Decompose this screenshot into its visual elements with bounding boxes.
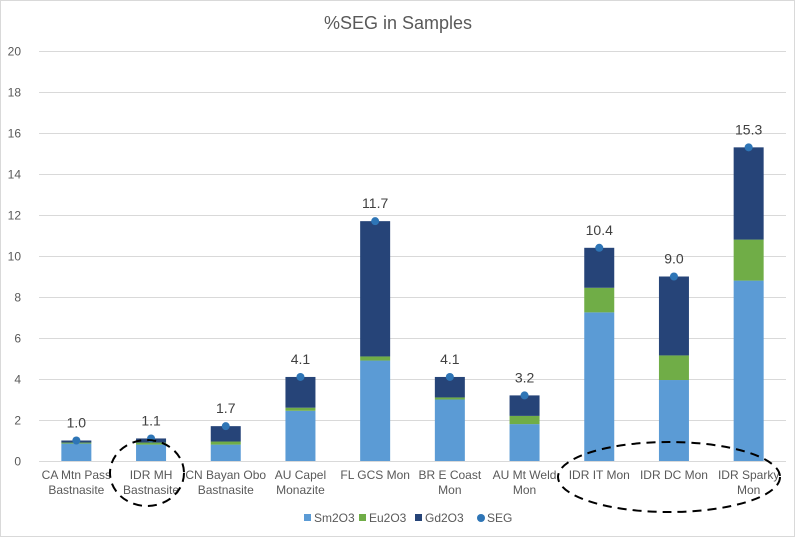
seg-marker <box>595 243 604 252</box>
y-tick-label: 4 <box>14 373 21 387</box>
bar-eu2o3 <box>360 356 391 361</box>
bar-sm2o3 <box>285 410 316 461</box>
bars <box>61 147 764 461</box>
chart-title: %SEG in Samples <box>324 13 472 33</box>
seg-marker <box>669 272 678 281</box>
y-tick-label: 14 <box>8 168 22 182</box>
annotations <box>109 439 781 513</box>
category-label: AU Capel <box>275 468 326 482</box>
data-label: 1.1 <box>141 412 161 428</box>
y-tick-label: 12 <box>8 209 22 223</box>
bar-eu2o3 <box>658 355 689 381</box>
category-label: FL GCS Mon <box>340 468 410 482</box>
bar-gd2o3 <box>733 147 764 240</box>
bar-gd2o3 <box>210 426 241 442</box>
y-tick-label: 8 <box>14 291 21 305</box>
y-tick-label: 18 <box>8 86 22 100</box>
legend: Sm2O3 Eu2O3 Gd2O3 SEG <box>304 511 512 525</box>
seg-marker <box>72 436 81 445</box>
gridlines <box>39 51 786 462</box>
bar-gd2o3 <box>509 395 540 416</box>
data-label: 4.1 <box>440 351 460 367</box>
category-label: AU Mt Weld <box>493 468 557 482</box>
category-label: CN Bayan Obo <box>185 468 266 482</box>
bar-gd2o3 <box>658 276 689 356</box>
category-label: IDR IT Mon <box>569 468 630 482</box>
bar-eu2o3 <box>584 287 615 313</box>
dashed-ellipse-idr-mh <box>109 439 185 507</box>
y-tick-label: 6 <box>14 332 21 346</box>
legend-swatch-seg <box>477 514 485 522</box>
data-label: 4.1 <box>291 351 311 367</box>
category-label: Bastnasite <box>123 483 179 497</box>
data-label: 15.3 <box>735 121 762 137</box>
y-tick-label: 10 <box>8 250 22 264</box>
data-labels: 1.0 1.1 1.7 4.1 11.7 4.1 3.2 10.4 9.0 15.3 <box>67 121 763 430</box>
data-label: 3.2 <box>515 369 535 385</box>
seg-marker <box>296 372 305 381</box>
bar-eu2o3 <box>210 441 241 445</box>
category-label: CA Mtn Pass <box>42 468 111 482</box>
legend-swatch-eu2o3 <box>359 514 366 521</box>
category-label: Monazite <box>276 483 325 497</box>
seg-markers <box>72 143 753 445</box>
bar-sm2o3 <box>136 444 167 461</box>
bar-gd2o3 <box>360 221 391 357</box>
y-axis-ticks: 0 2 4 6 8 10 12 14 16 18 20 <box>8 45 22 469</box>
category-label: Bastnasite <box>48 483 104 497</box>
legend-label: Eu2O3 <box>369 511 407 525</box>
data-label: 11.7 <box>362 195 388 211</box>
seg-marker <box>520 391 529 400</box>
y-tick-label: 16 <box>8 127 22 141</box>
legend-label: Gd2O3 <box>425 511 464 525</box>
legend-swatch-gd2o3 <box>415 514 422 521</box>
category-label: BR E Coast <box>418 468 481 482</box>
bar-eu2o3 <box>733 239 764 281</box>
bar-eu2o3 <box>285 407 316 411</box>
legend-swatch-sm2o3 <box>304 514 311 521</box>
y-tick-label: 0 <box>14 455 21 469</box>
data-label: 1.7 <box>216 400 236 416</box>
seg-marker <box>371 217 380 226</box>
category-label: Mon <box>513 483 536 497</box>
bar-sm2o3 <box>733 280 764 461</box>
legend-label: SEG <box>487 511 512 525</box>
category-label: IDR Sparky <box>718 468 779 482</box>
category-label: Mon <box>438 483 461 497</box>
bar-eu2o3 <box>136 442 167 445</box>
bar-eu2o3 <box>509 415 540 425</box>
legend-label: Sm2O3 <box>314 511 355 525</box>
bar-gd2o3 <box>285 376 316 408</box>
bar-sm2o3 <box>658 380 689 461</box>
y-tick-label: 2 <box>14 414 21 428</box>
bar-gd2o3 <box>434 376 465 398</box>
seg-marker <box>744 143 753 152</box>
seg-marker <box>445 372 454 381</box>
bar-sm2o3 <box>434 399 465 461</box>
data-label: 9.0 <box>664 251 684 267</box>
bar-gd2o3 <box>584 247 615 288</box>
category-label: Mon <box>737 483 760 497</box>
bar-sm2o3 <box>61 443 92 461</box>
bar-sm2o3 <box>509 424 540 461</box>
y-tick-label: 20 <box>8 45 22 59</box>
category-label: IDR DC Mon <box>640 468 708 482</box>
data-label: 1.0 <box>67 415 87 431</box>
category-label: IDR MH <box>130 468 173 482</box>
seg-marker <box>221 422 230 431</box>
dashed-ellipse-idr-group <box>557 441 781 513</box>
data-label: 10.4 <box>586 222 613 238</box>
bar-sm2o3 <box>584 312 615 461</box>
bar-sm2o3 <box>360 360 391 461</box>
bar-eu2o3 <box>434 397 465 400</box>
bar-sm2o3 <box>210 444 241 461</box>
category-label: Bastnasite <box>198 483 254 497</box>
